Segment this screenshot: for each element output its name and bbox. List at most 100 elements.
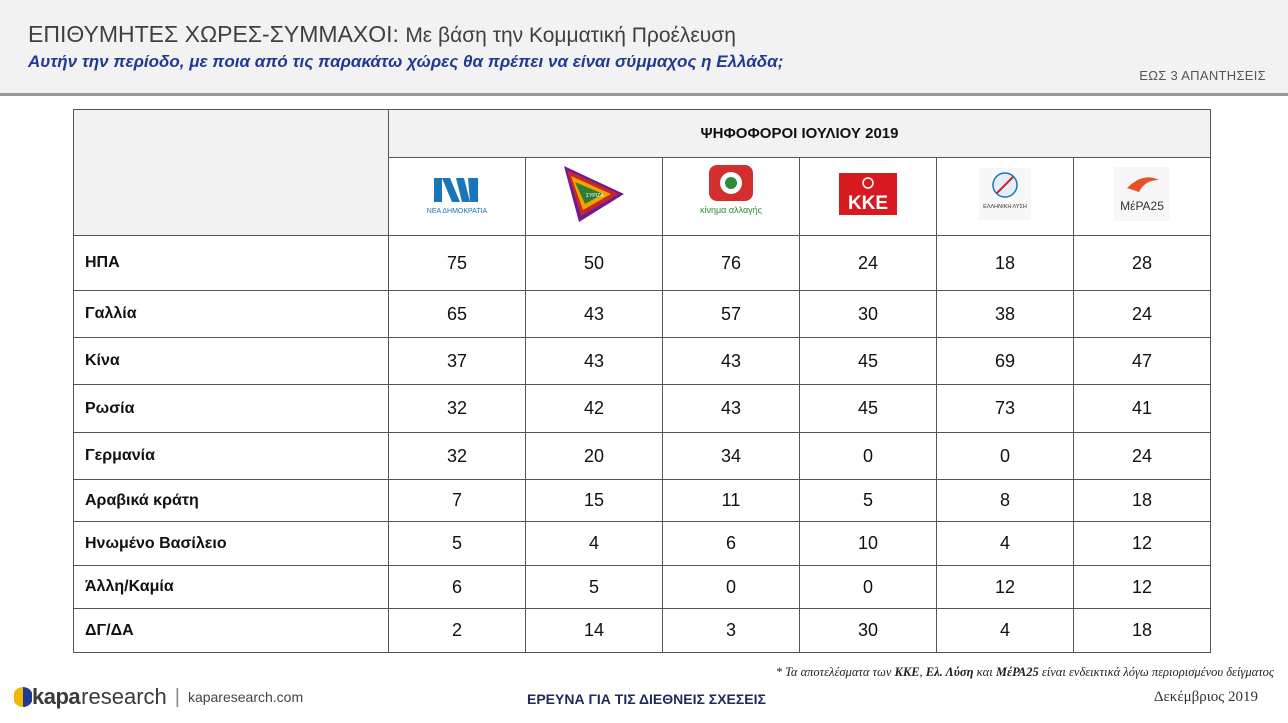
cell-value: 28	[1073, 235, 1211, 291]
cell-value: 0	[662, 565, 800, 609]
cell-value: 5	[388, 521, 526, 566]
footnote: * Τα αποτελέσματα των ΚΚΕ, Ελ. Λύση και …	[776, 665, 1274, 680]
cell-value: 5	[799, 479, 937, 522]
brand-separator: |	[174, 685, 180, 708]
footnote-comma: ,	[919, 665, 923, 679]
table-row: Ηνωμένο Βασίλειο 5 4 6 10 4 12	[73, 521, 1211, 566]
table-row: Ρωσία 32 42 43 45 73 41	[73, 384, 1211, 433]
cell-value: 32	[388, 432, 526, 480]
table-row: ΗΠΑ 75 50 76 24 18 28	[73, 235, 1211, 291]
cell-value: 4	[936, 521, 1074, 566]
party-logo-cell: ΚΚΕ	[799, 157, 937, 236]
kke-logo-icon: ΚΚΕ	[839, 173, 897, 215]
cell-value: 43	[525, 290, 663, 338]
cell-value: 43	[662, 384, 800, 433]
brand-footer: kapa research | kaparesearch.com	[14, 684, 303, 710]
cell-value: 0	[799, 565, 937, 609]
kinal-logo-text: κίνημα αλλαγής	[700, 205, 763, 215]
cell-value: 12	[1073, 565, 1211, 609]
survey-date: Δεκέμβριος 2019	[1153, 689, 1258, 705]
kke-logo-text: ΚΚΕ	[848, 193, 888, 214]
cell-value: 43	[525, 337, 663, 385]
cell-value: 37	[388, 337, 526, 385]
cell-value: 4	[936, 608, 1074, 653]
cell-value: 24	[1073, 290, 1211, 338]
party-logo-cell: κίνημα αλλαγής	[662, 157, 800, 236]
mera25-logo-icon: ΜέΡΑ25	[1114, 167, 1170, 221]
cell-value: 47	[1073, 337, 1211, 385]
cell-value: 30	[799, 608, 937, 653]
row-label: Γαλλία	[73, 290, 389, 338]
brand-research: research	[81, 684, 167, 709]
cell-value: 41	[1073, 384, 1211, 433]
table-row: Γαλλία 65 43 57 30 38 24	[73, 290, 1211, 338]
cell-value: 42	[525, 384, 663, 433]
row-label: Ρωσία	[73, 384, 389, 433]
cell-value: 43	[662, 337, 800, 385]
cell-value: 45	[799, 384, 937, 433]
table-row: ΔΓ/ΔΑ 2 14 3 30 4 18	[73, 608, 1211, 653]
page-title: ΕΠΙΘΥΜΗΤΕΣ ΧΩΡΕΣ-ΣΥΜΜΑΧΟΙ: Με βάση την Κ…	[28, 21, 736, 48]
cell-value: 57	[662, 290, 800, 338]
cell-value: 69	[936, 337, 1074, 385]
row-label: Κίνα	[73, 337, 389, 385]
cell-value: 18	[1073, 608, 1211, 653]
cell-value: 2	[388, 608, 526, 653]
cell-value: 10	[799, 521, 937, 566]
cell-value: 0	[936, 432, 1074, 480]
kinal-logo-icon: κίνημα αλλαγής	[700, 165, 763, 215]
title-rest: Με βάση την Κομματική Προέλευση	[405, 24, 736, 47]
table-corner	[73, 109, 389, 236]
footnote-mera: ΜέΡΑ25	[995, 665, 1039, 679]
cell-value: 14	[525, 608, 663, 653]
cell-value: 38	[936, 290, 1074, 338]
cell-value: 6	[388, 565, 526, 609]
title-main: ΕΠΙΘΥΜΗΤΕΣ ΧΩΡΕΣ-ΣΥΜΜΑΧΟΙ:	[28, 21, 399, 47]
footnote-el: Ελ. Λύση	[925, 665, 974, 679]
kapa-logo-icon	[14, 687, 32, 707]
footnote-suffix: είναι ενδεικτικά λόγω περιορισμένου δείγ…	[1041, 665, 1274, 679]
group-header: ΨΗΦΟΦΟΡΟΙ ΙΟΥΛΙΟΥ 2019	[388, 109, 1211, 158]
cell-value: 50	[525, 235, 663, 291]
page-subtitle: Αυτήν την περίοδο, με ποια από τις παρακ…	[28, 52, 784, 71]
syriza-logo-icon: ΣΥΡΙΖΑ	[564, 166, 624, 222]
mera25-logo-text: ΜέΡΑ25	[1120, 199, 1164, 213]
syriza-logo-text: ΣΥΡΙΖΑ	[586, 193, 604, 199]
cell-value: 11	[662, 479, 800, 522]
cell-value: 12	[936, 565, 1074, 609]
table-row: Άλλη/Καμία 6 5 0 0 12 12	[73, 565, 1211, 609]
row-label: ΗΠΑ	[73, 235, 389, 291]
cell-value: 6	[662, 521, 800, 566]
cell-value: 34	[662, 432, 800, 480]
row-label: Γερμανία	[73, 432, 389, 480]
row-label: Άλλη/Καμία	[73, 565, 389, 609]
answers-note: ΕΩΣ 3 ΑΠΑΝΤΗΣΕΙΣ	[1139, 68, 1266, 83]
cell-value: 24	[799, 235, 937, 291]
cell-value: 15	[525, 479, 663, 522]
cell-value: 0	[799, 432, 937, 480]
page-header: ΕΠΙΘΥΜΗΤΕΣ ΧΩΡΕΣ-ΣΥΜΜΑΧΟΙ: Με βάση την Κ…	[0, 0, 1288, 96]
ellinikilysi-logo-icon: ΕΛΛΗΝΙΚΗ ΛΥΣΗ	[979, 168, 1031, 220]
nd-logo-text: ΝΕΑ ΔΗΜΟΚΡΑΤΙΑ	[427, 208, 488, 215]
cell-value: 3	[662, 608, 800, 653]
results-table: ΨΗΦΟΦΟΡΟΙ ΙΟΥΛΙΟΥ 2019 ΝΕΑ ΔΗΜΟΚΡΑΤΙΑ ΣΥ…	[73, 109, 1211, 653]
party-logo-cell: ΕΛΛΗΝΙΚΗ ΛΥΣΗ	[936, 157, 1074, 236]
cell-value: 75	[388, 235, 526, 291]
cell-value: 76	[662, 235, 800, 291]
party-logo-cell: ΝΕΑ ΔΗΜΟΚΡΑΤΙΑ	[388, 157, 526, 236]
nd-logo-icon: ΝΕΑ ΔΗΜΟΚΡΑΤΙΑ	[427, 178, 488, 215]
cell-value: 30	[799, 290, 937, 338]
row-label: Ηνωμένο Βασίλειο	[73, 521, 389, 566]
cell-value: 5	[525, 565, 663, 609]
brand-kapa: kapa	[32, 684, 81, 709]
cell-value: 12	[1073, 521, 1211, 566]
brand-url[interactable]: kaparesearch.com	[187, 689, 304, 705]
row-label: Αραβικά κράτη	[73, 479, 389, 522]
party-logo-cell: ΣΥΡΙΖΑ	[525, 157, 663, 236]
footnote-kke: ΚΚΕ	[894, 665, 920, 679]
table-row: Αραβικά κράτη 7 15 11 5 8 18	[73, 479, 1211, 522]
cell-value: 8	[936, 479, 1074, 522]
footnote-prefix: * Τα αποτελέσματα των	[775, 665, 892, 679]
cell-value: 7	[388, 479, 526, 522]
party-logo-cell: ΜέΡΑ25	[1073, 157, 1211, 236]
